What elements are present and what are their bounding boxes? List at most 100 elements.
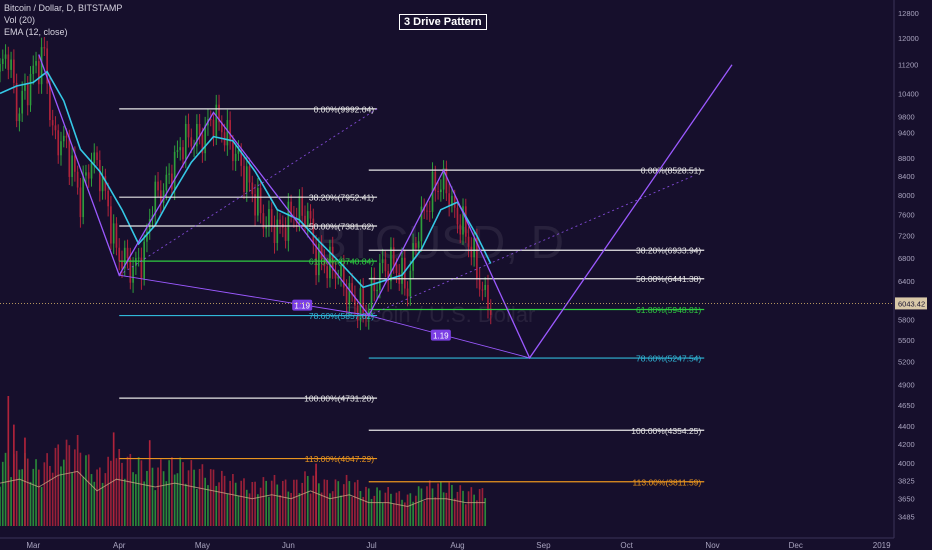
volume-bar bbox=[467, 491, 470, 526]
candle-body bbox=[21, 90, 24, 114]
watermark-name: Bitcoin / U.S. Dollar bbox=[345, 302, 536, 327]
volume-bar bbox=[207, 485, 209, 526]
candle-body bbox=[60, 141, 62, 156]
volume-bar bbox=[198, 468, 201, 526]
fib-level-label: 0.00%(9992.04) bbox=[314, 104, 375, 114]
volume-bar bbox=[243, 478, 245, 526]
candle-body bbox=[279, 219, 281, 225]
fib-level-label: 113.00%(4047.29) bbox=[305, 454, 374, 464]
fib-level-label: 100.00%(4731.20) bbox=[304, 394, 374, 404]
candle-body bbox=[62, 135, 65, 142]
candle-body bbox=[331, 246, 334, 271]
volume-bar bbox=[162, 471, 165, 526]
volume-bar bbox=[123, 478, 126, 526]
candle-body bbox=[456, 207, 459, 225]
candle-body bbox=[478, 278, 481, 290]
volume-bar bbox=[129, 453, 132, 526]
volume-bar bbox=[110, 460, 112, 526]
candle-body bbox=[417, 241, 420, 248]
volume-bar bbox=[445, 492, 448, 526]
pattern-guide-line bbox=[368, 175, 694, 316]
volume-bar bbox=[251, 481, 254, 526]
volume-bar bbox=[257, 494, 259, 526]
candle-body bbox=[270, 209, 273, 226]
volume-bar bbox=[87, 454, 90, 526]
candle-body bbox=[392, 247, 395, 265]
candle-body bbox=[434, 171, 437, 192]
candle-body bbox=[51, 120, 54, 126]
candle-body bbox=[476, 237, 478, 279]
volume-bar bbox=[226, 493, 229, 526]
volume-bar bbox=[331, 491, 334, 526]
volume-bar bbox=[220, 470, 223, 526]
volume-bar bbox=[104, 473, 107, 526]
volume-bar bbox=[362, 496, 365, 526]
fib-level-label: 38.20%(7952.41) bbox=[309, 193, 374, 203]
volume-bar bbox=[323, 479, 326, 526]
candle-body bbox=[198, 123, 201, 135]
volume-bar bbox=[159, 459, 162, 526]
volume-bar bbox=[417, 486, 420, 526]
pattern-guide-line bbox=[118, 108, 378, 276]
candle-body bbox=[484, 284, 487, 290]
price-tick-label: 10400 bbox=[898, 89, 919, 98]
candle-body bbox=[345, 287, 348, 305]
volume-bar bbox=[204, 477, 207, 526]
price-tick-label: 3825 bbox=[898, 476, 915, 485]
candle-body bbox=[184, 123, 187, 160]
volume-bar bbox=[403, 502, 406, 526]
candle-body bbox=[376, 289, 378, 292]
volume-bar bbox=[265, 480, 267, 526]
candle-body bbox=[68, 137, 71, 177]
price-tick-label: 5500 bbox=[898, 336, 915, 345]
price-tick-label: 12000 bbox=[898, 34, 919, 43]
candle-body bbox=[182, 147, 184, 160]
candle-body bbox=[340, 265, 342, 277]
candle-body bbox=[306, 211, 309, 227]
volume-bar bbox=[140, 460, 143, 526]
fibonacci-layer: 0.00%(9992.04) 38.20%(7952.41) 50.00%(7381… bbox=[119, 104, 705, 487]
candle-body bbox=[337, 276, 340, 279]
volume-bar bbox=[478, 489, 481, 526]
volume-bar bbox=[60, 466, 62, 526]
fib-level-label: 50.00%(6441.38) bbox=[636, 274, 701, 284]
price-tick-label: 6800 bbox=[898, 254, 915, 263]
candle-body bbox=[467, 236, 470, 247]
volume-bar bbox=[387, 487, 389, 526]
volume-bar bbox=[154, 490, 157, 526]
volume-bar bbox=[15, 450, 18, 526]
candle-body bbox=[448, 193, 450, 206]
candle-body bbox=[110, 206, 112, 244]
price-tick-label: 11200 bbox=[898, 61, 918, 70]
volume-bar bbox=[370, 498, 373, 526]
candle-body bbox=[453, 195, 456, 208]
volume-bar bbox=[126, 456, 129, 526]
volume-bar bbox=[373, 495, 376, 526]
volume-bar bbox=[293, 479, 295, 526]
candle-body bbox=[165, 174, 168, 191]
pattern-layer: 1.19 1.19 bbox=[38, 54, 733, 360]
candle-body bbox=[4, 54, 7, 59]
volume-bar bbox=[176, 473, 179, 526]
candle-body bbox=[71, 155, 73, 177]
volume-bar bbox=[326, 479, 328, 526]
candle-body bbox=[13, 59, 15, 83]
time-tick-label: Jul bbox=[366, 541, 376, 550]
candle-body bbox=[74, 155, 76, 172]
volume-bar bbox=[218, 482, 220, 526]
volume-bar bbox=[473, 494, 475, 526]
candle-body bbox=[35, 61, 37, 66]
price-tick-label: 7600 bbox=[898, 211, 915, 220]
fib-level-label: 50.00%(7381.62) bbox=[309, 222, 374, 232]
volume-spike-bar bbox=[7, 396, 10, 526]
volume-bar bbox=[118, 448, 121, 526]
candle-body bbox=[390, 247, 392, 282]
volume-spike-bar bbox=[13, 424, 15, 526]
candle-body bbox=[54, 125, 57, 131]
volume-bar bbox=[320, 492, 323, 526]
volume-bar bbox=[35, 459, 37, 526]
volume-bar bbox=[82, 476, 85, 526]
candle-body bbox=[1, 58, 4, 64]
volume-bar bbox=[384, 492, 387, 526]
